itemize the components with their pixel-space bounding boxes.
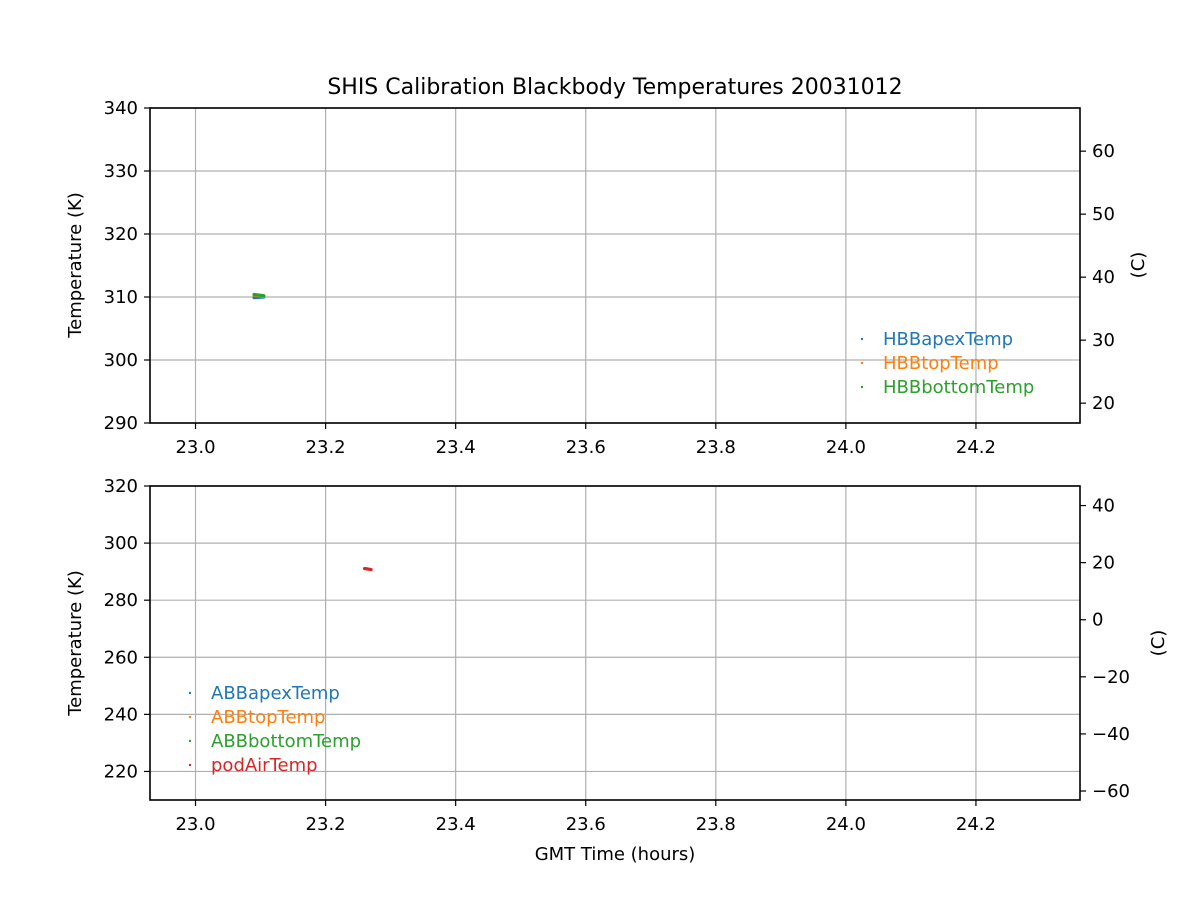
x-tick-label: 23.4 <box>436 814 476 835</box>
legend-marker <box>860 361 864 365</box>
y-tick-label: 310 <box>104 287 138 308</box>
y-tick-label: 320 <box>104 224 138 245</box>
x-tick-label: 23.4 <box>436 437 476 458</box>
top-plot-frame <box>149 107 1081 424</box>
legend-label: HBBtopTemp <box>883 353 999 374</box>
x-tick-label: 24.2 <box>956 437 996 458</box>
bottom-plot-frame <box>149 485 1081 801</box>
legend-label: HBBapexTemp <box>883 329 1013 350</box>
x-tick-label: 23.8 <box>696 437 736 458</box>
y-tick-label: 320 <box>104 476 138 497</box>
y-tick-label: 290 <box>104 413 138 434</box>
y-tick-label: 260 <box>104 647 138 668</box>
bottom-legend: ABBapexTemp ABBtopTemp ABBbottomTemp podAir… <box>188 683 361 776</box>
x-tick-label: 23.2 <box>306 437 346 458</box>
y-tick-label: 300 <box>104 350 138 371</box>
legend-marker <box>860 385 864 389</box>
x-tick-label: 23.6 <box>566 814 606 835</box>
y-tick-label: 330 <box>104 161 138 182</box>
right-y-tick-label: 60 <box>1092 141 1115 162</box>
top-panel: 23.0 23.2 23.4 23.6 23.8 24.0 24.2 290 300 310 32… <box>65 98 1149 458</box>
right-y-tick-label: 40 <box>1092 267 1115 288</box>
legend-label: podAirTemp <box>211 755 318 776</box>
right-y-tick-label: −60 <box>1092 781 1130 802</box>
bottom-panel: 23.0 23.2 23.4 23.6 23.8 24.0 24.2 220 240 260 28… <box>65 476 1169 865</box>
legend-label: HBBbottomTemp <box>883 377 1034 398</box>
right-y-tick-label: −20 <box>1092 667 1130 688</box>
legend-label: ABBapexTemp <box>211 683 340 704</box>
right-y-tick-label: 30 <box>1092 330 1115 351</box>
right-y-tick-label: 20 <box>1092 553 1115 574</box>
y-tick-label: 240 <box>104 704 138 725</box>
y-tick-label: 220 <box>104 761 138 782</box>
y-tick-label: 300 <box>104 533 138 554</box>
x-tick-label: 24.0 <box>826 814 866 835</box>
legend-label: ABBtopTemp <box>211 707 325 728</box>
right-y-tick-label: 50 <box>1092 204 1115 225</box>
right-y-tick-label: 0 <box>1092 610 1103 631</box>
legend-label: ABBbottomTemp <box>211 731 361 752</box>
legend-marker <box>860 337 864 341</box>
legend-marker <box>188 739 192 743</box>
bottom-ylabel-right: (C) <box>1148 630 1169 657</box>
right-y-tick-label: 40 <box>1092 496 1115 517</box>
legend-marker <box>188 691 192 695</box>
x-tick-label: 23.0 <box>175 437 215 458</box>
y-tick-label: 340 <box>104 98 138 119</box>
x-tick-label: 24.2 <box>956 814 996 835</box>
top-legend: HBBapexTemp HBBtopTemp HBBbottomTemp <box>860 329 1034 398</box>
x-tick-label: 23.6 <box>566 437 606 458</box>
right-y-tick-label: 20 <box>1092 393 1115 414</box>
right-y-tick-label: −40 <box>1092 724 1130 745</box>
top-ylabel-right: (C) <box>1128 252 1149 279</box>
legend-marker <box>188 763 192 767</box>
top-ylabel: Temperature (K) <box>65 192 86 339</box>
legend-marker <box>188 715 192 719</box>
x-tick-label: 23.8 <box>696 814 736 835</box>
bottom-xlabel: GMT Time (hours) <box>535 844 696 865</box>
bottom-ylabel: Temperature (K) <box>65 570 86 717</box>
x-tick-label: 23.2 <box>306 814 346 835</box>
x-tick-label: 24.0 <box>826 437 866 458</box>
y-tick-label: 280 <box>104 590 138 611</box>
data-points-HBBbottomTemp <box>252 292 266 298</box>
data-points-podAirTemp <box>363 566 373 572</box>
chart-title: SHIS Calibration Blackbody Temperatures … <box>327 75 902 100</box>
x-tick-label: 23.0 <box>175 814 215 835</box>
